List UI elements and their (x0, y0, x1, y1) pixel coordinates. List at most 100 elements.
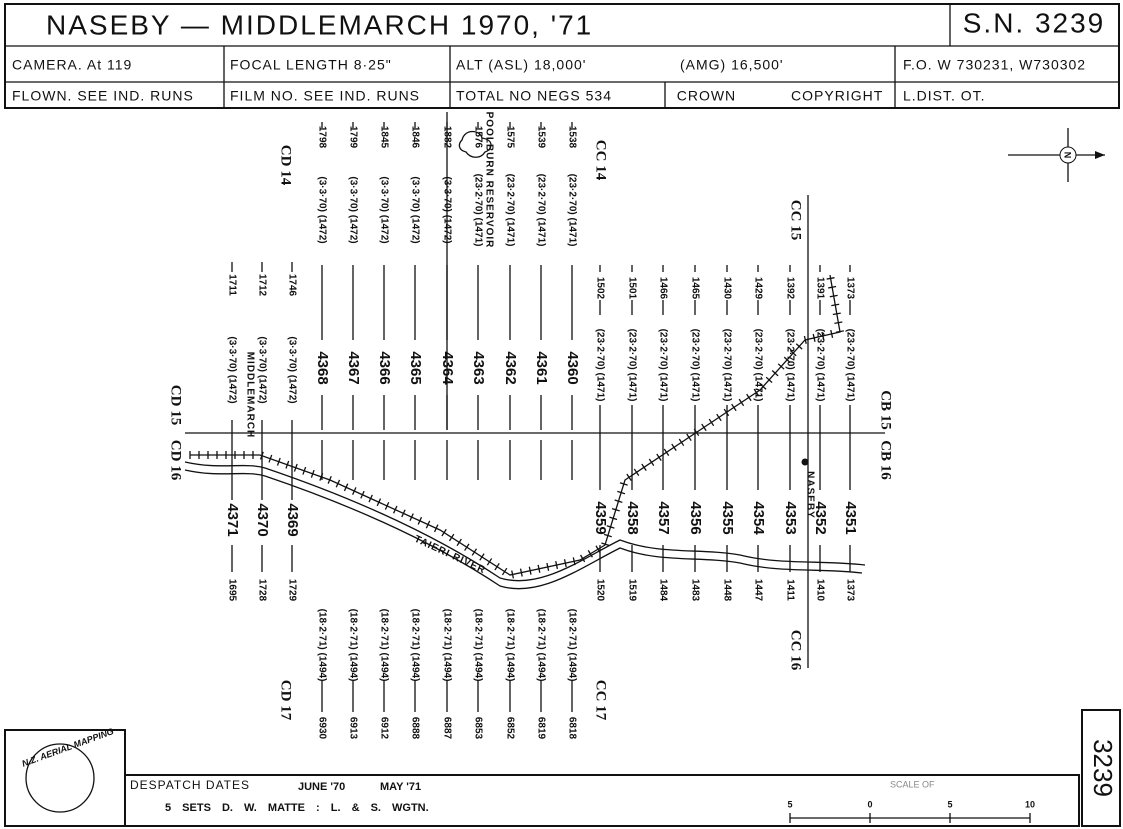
sheet-label: CB 15 (878, 390, 894, 430)
railway-tick (746, 393, 752, 402)
frame-number: 6912 (378, 717, 389, 740)
frame-number: 6913 (347, 717, 358, 740)
place-name: MIDDLEMARCH (244, 352, 255, 439)
frame-number: 1411 (784, 579, 795, 601)
railway-tick (579, 554, 586, 563)
scale-label: 0 (867, 799, 872, 809)
railway-tick (285, 460, 290, 469)
info: CAMERA. At 119 (12, 57, 132, 73)
scale-label: 5 (787, 799, 792, 809)
railway-tick (738, 398, 745, 407)
railway-tick (352, 487, 357, 495)
sheet-label: CC 15 (788, 200, 804, 240)
railway-tick (795, 343, 803, 350)
railway-tick (441, 528, 447, 537)
frame-number: 6853 (472, 717, 483, 740)
info: FLOWN. SEE IND. RUNS (12, 88, 194, 104)
frame-number: 1502 (594, 277, 605, 300)
railway-tick (829, 294, 838, 298)
sheet-label: CC 14 (593, 140, 609, 181)
scale-title: SCALE OF (890, 779, 935, 789)
run-dates: (3·3·70) (1472) (378, 176, 389, 243)
sheet-number: S.N. 3239 (963, 7, 1106, 38)
railway-tick (572, 557, 576, 566)
frame-number: 1539 (535, 126, 546, 149)
railway-tick (327, 475, 332, 484)
railway-tick (626, 473, 632, 481)
run-dates: (23·2·70) (1471) (657, 329, 668, 402)
railway-tick (765, 376, 773, 384)
frame-number: 6887 (441, 717, 452, 740)
run-number: 4361 (533, 351, 550, 384)
place-name: NASEBY (804, 471, 815, 519)
run-dates: (18·2·71) (1494) (472, 609, 483, 682)
railway-tick (425, 520, 431, 529)
info: CROWN COPYRIGHT (677, 88, 884, 104)
run-dates: (23·2·70) (1471) (814, 329, 825, 402)
railway-tick (433, 524, 439, 533)
run-dates: (23·2·70) (1471) (472, 174, 483, 247)
info: F.O. W 730231, W730302 (903, 57, 1086, 73)
railway-tick (832, 312, 841, 316)
info: (AMG) 16,500' (680, 57, 784, 73)
despatch: DESPATCH DATES (130, 778, 250, 792)
frame-number: 1798 (316, 126, 327, 149)
info: L.DIST. OT. (903, 88, 986, 104)
info: ALT (ASL) 18,000' (456, 57, 586, 73)
run-number: 4357 (655, 501, 672, 534)
run-number: 4360 (564, 351, 581, 384)
railway-tick (555, 560, 559, 570)
sheet-label: CB 16 (878, 440, 894, 480)
north-arrow-head (1095, 151, 1105, 159)
frame-number: 1465 (689, 277, 700, 300)
run-number: 4364 (439, 351, 456, 385)
info: TOTAL NO NEGS 534 (456, 88, 612, 104)
run-dates: (23·2·70) (1471) (504, 174, 515, 247)
run-dates: (23·2·70) (1471) (689, 329, 700, 402)
run-number: 4351 (842, 501, 859, 534)
run-dates: (23·2·70) (1471) (535, 174, 546, 247)
railway-tick (409, 513, 414, 522)
railway-tick (456, 538, 462, 547)
railway-tick (587, 550, 593, 558)
run-number: 4371 (224, 503, 241, 536)
run-number: 4370 (254, 503, 271, 536)
run-number: 4355 (719, 501, 736, 534)
run-dates: (23·2·70) (1471) (752, 329, 763, 402)
railway-tick (603, 533, 612, 538)
run-number: 4368 (314, 351, 331, 384)
river (184, 461, 866, 582)
frame-number: 6852 (504, 717, 515, 740)
railway-tick (648, 458, 655, 467)
frame-number: 1373 (844, 579, 855, 602)
run-number: 4369 (284, 503, 301, 536)
run-number: 4352 (812, 501, 829, 534)
railway-tick (360, 490, 365, 499)
railway-tick (826, 277, 835, 280)
side-frame (1081, 709, 1121, 827)
sheet-label: CD 16 (168, 440, 184, 481)
frame-number: 1882 (441, 126, 452, 149)
railway-tick (302, 466, 307, 475)
run-number: 4359 (592, 501, 609, 534)
title: NASEBY — MIDDLEMARCH 1970, '71 (46, 9, 593, 40)
railway-tick (384, 502, 390, 510)
railway-tick (601, 542, 610, 546)
run-number: 4362 (502, 351, 519, 384)
railway-tick (830, 329, 834, 338)
railway-tick (663, 448, 670, 457)
run-dates: (18·2·71) (1494) (504, 609, 515, 682)
run-number: 4366 (376, 351, 393, 384)
railway-tick (783, 356, 791, 363)
railway-tick (268, 454, 273, 463)
run-dates: (18·2·71) (1494) (316, 609, 327, 682)
frame-number: 1373 (844, 277, 855, 300)
railway-tick (563, 559, 567, 568)
frame-number: 1538 (566, 126, 577, 149)
sheet-label: CD 17 (278, 680, 294, 721)
railway-tick (606, 525, 615, 529)
sheet-label: CC 17 (593, 680, 609, 721)
railway-tick (609, 516, 618, 521)
info: FILM NO. SEE IND. RUNS (230, 88, 420, 104)
town-dot (801, 458, 809, 466)
